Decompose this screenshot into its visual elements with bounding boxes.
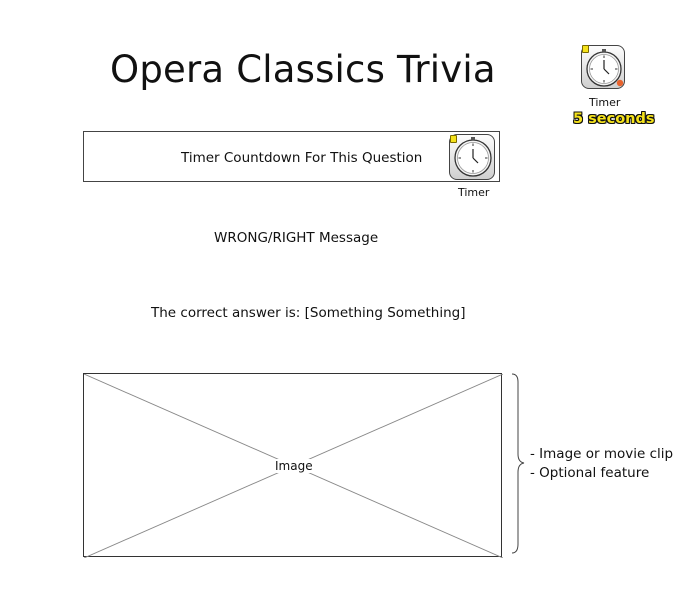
note-line-2: - Optional feature [530,465,650,481]
page-title: Opera Classics Trivia [110,48,496,91]
countdown-box [83,131,500,182]
result-message: WRONG/RIGHT Message [214,230,379,246]
timer-badge [582,45,589,53]
note-line-1: - Image or movie clip [530,446,674,462]
countdown-timer-badge [450,135,457,143]
image-label: Image [273,459,315,473]
correct-answer-text: The correct answer is: [Something Someth… [151,305,466,321]
timer-icon[interactable] [581,45,625,89]
timer-duration: 5 seconds [573,111,655,127]
top-timer-label: Timer [589,96,621,109]
curly-brace [511,373,525,554]
countdown-text: Timer Countdown For This Question [181,150,423,166]
countdown-timer-label: Timer [458,186,490,199]
